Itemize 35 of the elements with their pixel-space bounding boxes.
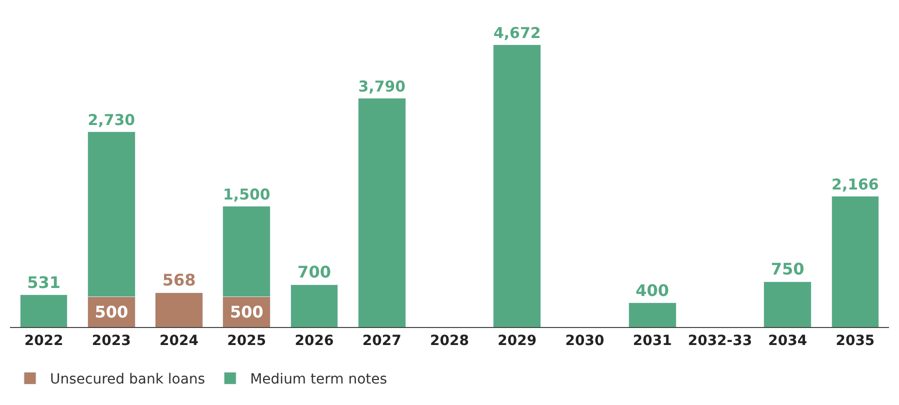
x-tick-label: 2031 xyxy=(632,332,672,349)
bar xyxy=(764,281,812,327)
bar xyxy=(20,294,68,327)
legend-label: Medium term notes xyxy=(250,372,388,388)
x-tick-label: 2029 xyxy=(498,332,537,349)
x-tick-label: 2024 xyxy=(160,332,199,349)
bar xyxy=(358,98,406,327)
bar xyxy=(155,292,203,327)
x-tick-label: 2034 xyxy=(768,332,808,349)
bar xyxy=(628,302,676,327)
x-tick-label: 2027 xyxy=(362,332,402,349)
x-tick-label: 2022 xyxy=(24,332,64,349)
data-label: 500 xyxy=(94,302,128,322)
data-label: 400 xyxy=(636,280,670,300)
data-label: 1,500 xyxy=(223,185,270,204)
data-label: 700 xyxy=(298,262,331,282)
data-label: 531 xyxy=(27,272,61,292)
data-label: 4,672 xyxy=(493,24,541,42)
bar xyxy=(831,196,880,327)
x-tick-label: 2025 xyxy=(227,332,266,349)
bar xyxy=(493,44,542,327)
data-label: 750 xyxy=(770,260,804,279)
data-label: 568 xyxy=(162,270,196,290)
x-tick-label: 2023 xyxy=(92,332,131,349)
x-tick-label: 2035 xyxy=(836,332,875,349)
data-label: 500 xyxy=(230,302,264,322)
x-tick-label: 2032-33 xyxy=(688,332,752,349)
data-label: 2,166 xyxy=(832,175,879,194)
data-label: 3,790 xyxy=(358,77,406,96)
x-tick-label: 2026 xyxy=(294,332,334,349)
x-tick-label: 2028 xyxy=(430,332,469,349)
x-tick-label: 2030 xyxy=(565,332,604,349)
bar xyxy=(290,284,338,327)
legend-label: Unsecured bank loans xyxy=(50,372,206,388)
data-label: 2,730 xyxy=(88,111,136,130)
